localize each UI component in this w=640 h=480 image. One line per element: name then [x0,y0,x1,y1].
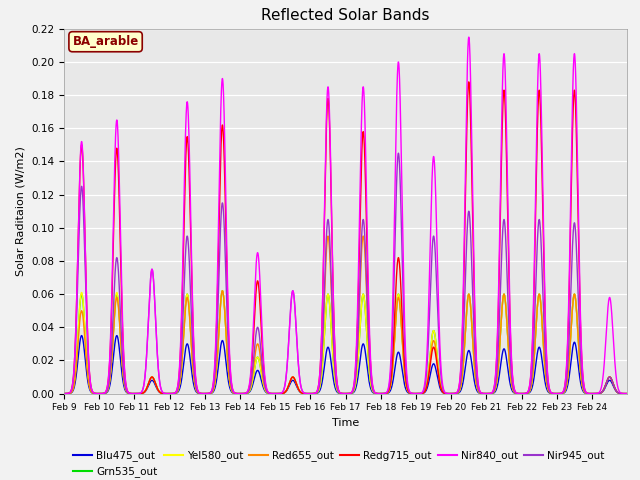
Nir945_out [80,218,88,224]
Nir840_out [60,391,68,396]
X-axis label: Time: Time [332,418,359,428]
Nir945_out [313,390,321,396]
Nir840_out [623,391,631,396]
Red655_out [551,391,559,396]
Blu475_out [60,391,68,396]
Blu475_out [313,390,321,396]
Grn535_out [219,288,227,294]
Yel580_out [623,391,631,396]
Red655_out [80,322,88,327]
Red655_out [60,391,68,396]
Grn535_out [233,391,241,396]
Title: Reflected Solar Bands: Reflected Solar Bands [261,9,430,24]
Yel580_out [206,391,214,396]
Red655_out [324,233,332,239]
Nir945_out [206,390,214,396]
Line: Nir840_out: Nir840_out [64,37,627,394]
Nir945_out [233,391,241,396]
Blu475_out [233,391,241,396]
Redg715_out [313,389,321,395]
Redg715_out [80,183,88,189]
Redg715_out [206,390,214,396]
Nir945_out [623,391,631,396]
Red655_out [483,391,491,396]
Blu475_out [483,391,491,396]
Nir840_out [206,390,214,396]
Yel580_out [233,391,241,396]
Grn535_out [60,391,68,396]
Line: Nir945_out: Nir945_out [64,153,627,394]
Line: Blu475_out: Blu475_out [64,336,627,394]
Nir840_out [80,181,88,187]
Yel580_out [313,390,321,396]
Grn535_out [483,391,491,396]
Yel580_out [483,391,491,396]
Nir840_out [233,391,241,396]
Line: Redg715_out: Redg715_out [64,82,627,394]
Red655_out [313,390,321,396]
Nir945_out [60,391,68,396]
Line: Red655_out: Red655_out [64,236,627,394]
Y-axis label: Solar Raditaion (W/m2): Solar Raditaion (W/m2) [15,146,26,276]
Line: Grn535_out: Grn535_out [64,291,627,394]
Grn535_out [623,391,631,396]
Redg715_out [233,391,241,396]
Yel580_out [80,307,88,312]
Redg715_out [551,391,559,396]
Redg715_out [483,391,491,396]
Red655_out [623,391,631,396]
Red655_out [233,391,241,396]
Grn535_out [80,308,88,313]
Nir840_out [551,391,559,396]
Redg715_out [465,79,472,85]
Yel580_out [551,391,559,396]
Blu475_out [80,343,88,349]
Red655_out [206,391,214,396]
Nir840_out [465,34,472,40]
Nir840_out [313,389,321,395]
Blu475_out [206,391,214,396]
Nir945_out [483,391,491,396]
Blu475_out [78,333,86,338]
Blu475_out [623,391,631,396]
Nir945_out [551,391,559,396]
Yel580_out [219,288,227,294]
Grn535_out [206,391,214,396]
Line: Yel580_out: Yel580_out [64,291,627,394]
Legend: Blu475_out, Grn535_out, Yel580_out, Red655_out, Redg715_out, Nir840_out, Nir945_: Blu475_out, Grn535_out, Yel580_out, Red6… [69,446,609,480]
Nir945_out [394,150,402,156]
Blu475_out [551,391,559,396]
Redg715_out [623,391,631,396]
Text: BA_arable: BA_arable [72,35,139,48]
Nir840_out [483,391,491,396]
Grn535_out [551,391,559,396]
Redg715_out [60,391,68,396]
Yel580_out [60,391,68,396]
Grn535_out [313,390,321,396]
